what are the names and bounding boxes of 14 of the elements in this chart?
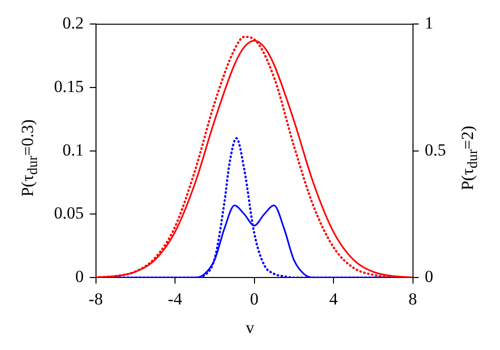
x-tick-label: 4 <box>329 289 338 308</box>
y2-tick-label: 1 <box>424 14 434 33</box>
y-tick-label: 0.1 <box>62 140 84 160</box>
x-axis-title: v <box>244 318 256 338</box>
x-tick-label: 8 <box>408 289 417 308</box>
y2-tick-label: 0 <box>424 267 434 286</box>
x-tick-label: -8 <box>88 289 103 308</box>
y-tick-label: 0.15 <box>54 77 84 96</box>
x-tick-label: 0 <box>250 289 258 308</box>
y-tick-label: 0.05 <box>54 204 84 223</box>
y-tick-label: 0 <box>75 267 84 286</box>
x-tick-label: -4 <box>168 289 183 308</box>
y2-tick-label: 0.5 <box>424 140 446 160</box>
y-tick-label: 0.2 <box>62 14 84 33</box>
